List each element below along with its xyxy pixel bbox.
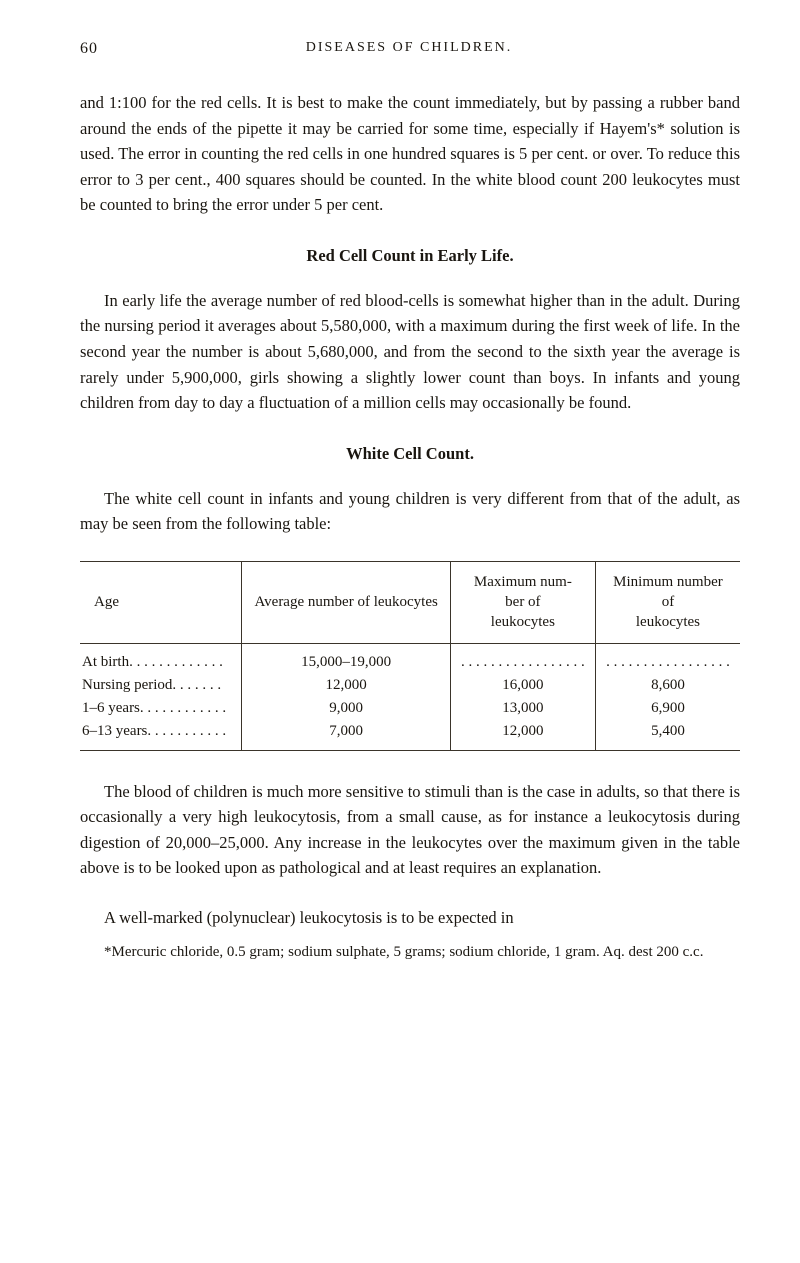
table-row: Nursing period. . . . . . . 12,000 16,00… [80, 674, 740, 697]
cell-avg: 7,000 [242, 720, 450, 751]
section-heading-red-cell: Red Cell Count in Early Life. [80, 246, 740, 266]
cell-avg: 12,000 [242, 674, 450, 697]
col-age: Age [80, 561, 242, 643]
page-header: 60 DISEASES OF CHILDREN. [80, 40, 740, 58]
footnote: *Mercuric chloride, 0.5 gram; sodium sul… [80, 942, 740, 964]
paragraph-2: In early life the average number of red … [80, 288, 740, 416]
header-title: DISEASES OF CHILDREN. [306, 40, 513, 58]
cell-min: 8,600 [595, 674, 740, 697]
cell-min: 6,900 [595, 697, 740, 720]
table-header-row: Age Average number of leukocytes Maximum… [80, 561, 740, 643]
paragraph-5: A well-marked (polynuclear) leukocytosis… [80, 905, 740, 931]
cell-max: 12,000 [450, 720, 595, 751]
section-heading-white-cell: White Cell Count. [80, 444, 740, 464]
page-number: 60 [80, 40, 98, 58]
cell-min: . . . . . . . . . . . . . . . . . [595, 643, 740, 674]
cell-max: 13,000 [450, 697, 595, 720]
cell-age: At birth. . . . . . . . . . . . . [80, 643, 242, 674]
col-min: Minimum number of leukocytes [595, 561, 740, 643]
table-body: At birth. . . . . . . . . . . . . 15,000… [80, 643, 740, 750]
paragraph-3: The white cell count in infants and youn… [80, 486, 740, 537]
paragraph-4: The blood of children is much more sensi… [80, 779, 740, 881]
cell-max: 16,000 [450, 674, 595, 697]
cell-age: 6–13 years. . . . . . . . . . . [80, 720, 242, 751]
table-row: 1–6 years. . . . . . . . . . . . 9,000 1… [80, 697, 740, 720]
cell-avg: 9,000 [242, 697, 450, 720]
cell-age: Nursing period. . . . . . . [80, 674, 242, 697]
col-avg: Average number of leukocytes [242, 561, 450, 643]
cell-max: . . . . . . . . . . . . . . . . . [450, 643, 595, 674]
cell-min: 5,400 [595, 720, 740, 751]
col-max: Maximum num- ber of leukocytes [450, 561, 595, 643]
cell-avg: 15,000–19,000 [242, 643, 450, 674]
table-row: 6–13 years. . . . . . . . . . . 7,000 12… [80, 720, 740, 751]
paragraph-1: and 1:100 for the red cells. It is best … [80, 90, 740, 218]
leukocyte-table-container: Age Average number of leukocytes Maximum… [80, 561, 740, 751]
cell-age: 1–6 years. . . . . . . . . . . . [80, 697, 242, 720]
leukocyte-table: Age Average number of leukocytes Maximum… [80, 561, 740, 751]
table-row: At birth. . . . . . . . . . . . . 15,000… [80, 643, 740, 674]
header-spacer [720, 40, 740, 58]
